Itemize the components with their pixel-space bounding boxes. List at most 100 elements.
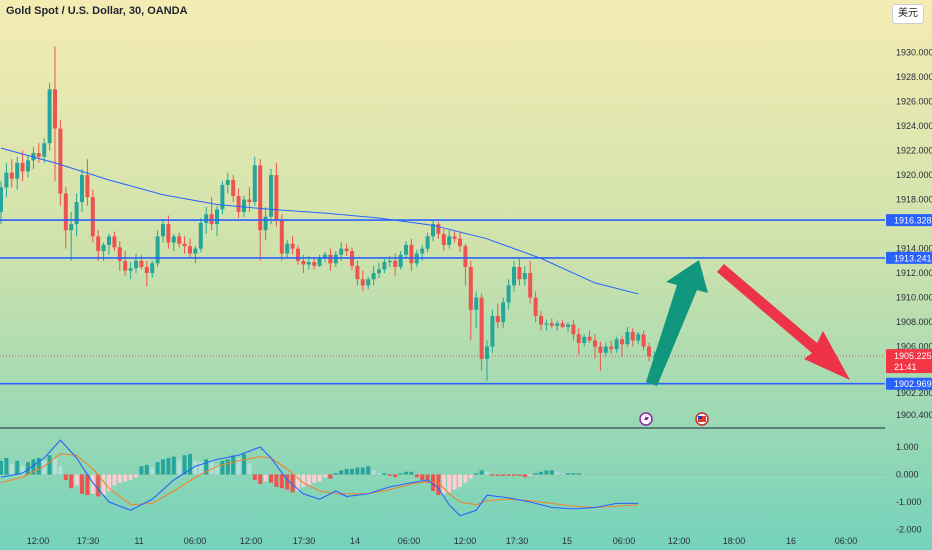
macd-histogram-bar[interactable] (533, 473, 538, 475)
macd-histogram-bar[interactable] (323, 474, 327, 478)
macd-histogram-bar[interactable] (528, 474, 533, 476)
candle-body[interactable] (198, 222, 203, 249)
macd-histogram-bar[interactable] (69, 474, 74, 489)
candle-body[interactable] (506, 285, 511, 303)
macd-histogram-bar[interactable] (171, 456, 176, 475)
macd-histogram-bar[interactable] (4, 458, 9, 475)
candle-body[interactable] (501, 302, 506, 323)
macd-histogram-bar[interactable] (501, 474, 506, 476)
candle-body[interactable] (393, 260, 398, 267)
macd-histogram-bar[interactable] (215, 464, 219, 475)
candle-body[interactable] (317, 258, 322, 266)
candle-body[interactable] (301, 260, 306, 265)
macd-histogram-bar[interactable] (9, 463, 14, 475)
candle-body[interactable] (290, 243, 295, 249)
candle-body[interactable] (128, 268, 133, 271)
macd-histogram-bar[interactable] (47, 455, 52, 475)
macd-histogram-bar[interactable] (339, 470, 344, 475)
macd-histogram-bar[interactable] (123, 474, 128, 482)
macd-histogram-bar[interactable] (490, 474, 495, 476)
macd-histogram-bar[interactable] (414, 474, 419, 478)
macd-histogram-bar[interactable] (539, 471, 543, 475)
candle-body[interactable] (333, 254, 338, 264)
candle-body[interactable] (150, 263, 155, 274)
macd-histogram-bar[interactable] (517, 474, 522, 476)
macd-histogram-bar[interactable] (242, 453, 246, 475)
macd-line[interactable] (0, 439, 639, 517)
macd-histogram-bar[interactable] (285, 474, 290, 490)
macd-histogram-bar[interactable] (366, 466, 371, 475)
candle-body[interactable] (587, 336, 592, 341)
candle-body[interactable] (452, 236, 457, 239)
macd-histogram-bar[interactable] (431, 474, 435, 492)
candle-body[interactable] (555, 323, 560, 326)
macd-histogram-bar[interactable] (274, 474, 279, 487)
macd-histogram-bar[interactable] (252, 474, 257, 481)
candle-body[interactable] (123, 260, 128, 271)
candle-body[interactable] (371, 273, 376, 280)
candle-body[interactable] (566, 324, 570, 327)
candle-body[interactable] (139, 260, 144, 267)
candle-body[interactable] (425, 236, 430, 249)
macd-histogram-bar[interactable] (85, 474, 90, 496)
candle-body[interactable] (614, 339, 619, 350)
macd-histogram-bar[interactable] (20, 466, 25, 475)
macd-histogram-bar[interactable] (236, 458, 241, 475)
macd-histogram-bar[interactable] (198, 462, 203, 475)
macd-histogram-bar[interactable] (36, 458, 41, 475)
candle-body[interactable] (474, 297, 479, 310)
candle-body[interactable] (490, 315, 495, 347)
macd-histogram-bar[interactable] (96, 474, 101, 497)
candle-body[interactable] (404, 244, 408, 255)
candle-body[interactable] (96, 236, 101, 252)
candle-body[interactable] (236, 195, 241, 212)
macd-histogram-bar[interactable] (269, 474, 273, 483)
level-price-tag[interactable] (886, 214, 932, 227)
candle-body[interactable] (463, 246, 468, 267)
candle-body[interactable] (80, 175, 84, 203)
candle-body[interactable] (53, 89, 57, 129)
candle-body[interactable] (431, 224, 435, 237)
price-pane[interactable] (0, 46, 885, 381)
candle-body[interactable] (193, 248, 198, 254)
candle-body[interactable] (647, 346, 651, 357)
macd-histogram-bar[interactable] (317, 474, 322, 482)
macd-histogram-bar[interactable] (204, 459, 209, 475)
macd-histogram-bar[interactable] (150, 467, 155, 475)
candle-body[interactable] (539, 315, 543, 325)
macd-histogram-bar[interactable] (555, 471, 560, 475)
candle-body[interactable] (360, 279, 365, 286)
macd-histogram-bar[interactable] (193, 460, 198, 475)
candle-body[interactable] (101, 244, 106, 252)
macd-histogram-bar[interactable] (474, 473, 479, 475)
macd-histogram-bar[interactable] (117, 474, 122, 483)
candle-body[interactable] (479, 297, 484, 359)
macd-histogram-bar[interactable] (355, 467, 360, 475)
macd-histogram-bar[interactable] (544, 470, 549, 475)
candle-body[interactable] (517, 266, 522, 280)
candle-body[interactable] (296, 248, 300, 261)
candle-body[interactable] (420, 248, 425, 254)
candle-body[interactable] (220, 184, 225, 210)
candle-body[interactable] (382, 262, 387, 270)
macd-histogram-bar[interactable] (306, 474, 311, 486)
macd-histogram-bar[interactable] (549, 470, 554, 475)
candle-body[interactable] (306, 262, 311, 265)
candle-body[interactable] (26, 160, 30, 172)
macd-histogram-bar[interactable] (182, 455, 187, 475)
macd-histogram-bar[interactable] (506, 474, 511, 476)
candle-body[interactable] (85, 175, 90, 198)
macd-histogram-bar[interactable] (155, 462, 160, 475)
candle-body[interactable] (47, 89, 52, 144)
macd-histogram-bar[interactable] (279, 474, 284, 489)
macd-histogram-bar[interactable] (571, 473, 576, 475)
candle-body[interactable] (252, 165, 257, 203)
macd-histogram-bar[interactable] (420, 474, 425, 481)
price-axis[interactable]: 1930.000 1928.000 1926.000 1924.000 1922.000… (886, 0, 932, 550)
macd-histogram-bar[interactable] (328, 474, 333, 479)
macd-histogram-bar[interactable] (209, 460, 214, 475)
candle-body[interactable] (4, 172, 9, 188)
candle-body[interactable] (279, 220, 284, 254)
candle-body[interactable] (263, 216, 268, 231)
candle-body[interactable] (598, 346, 603, 353)
